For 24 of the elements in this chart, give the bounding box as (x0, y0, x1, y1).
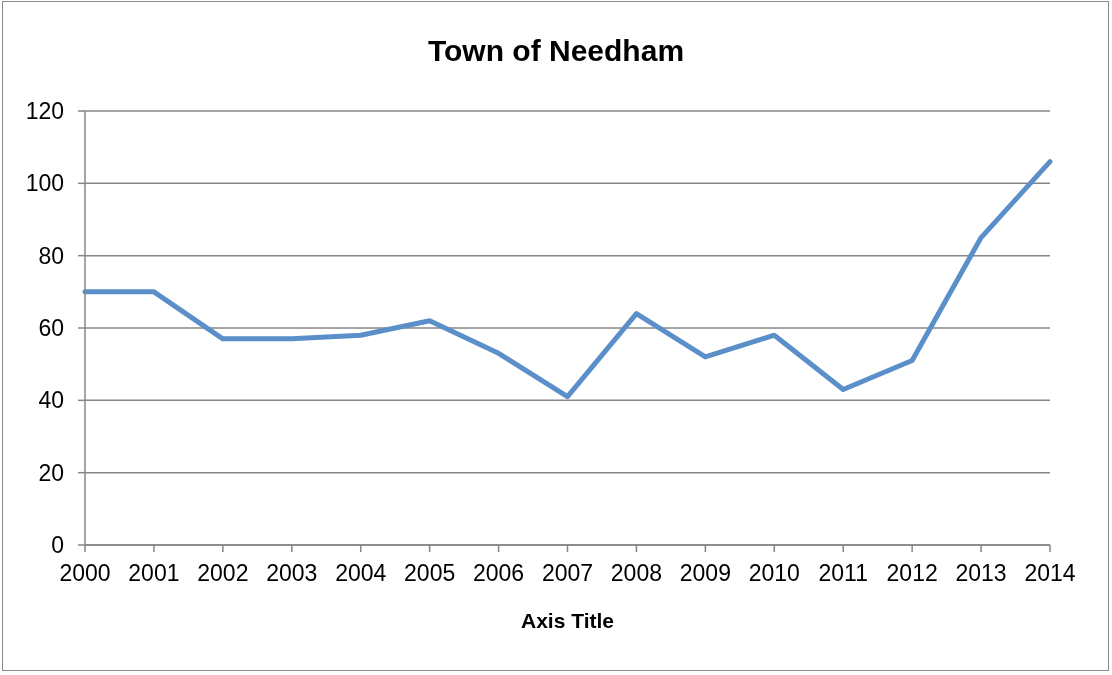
y-tick-label: 0 (51, 532, 64, 559)
x-tick-label: 2002 (197, 560, 249, 587)
y-tick-label: 20 (38, 459, 64, 486)
y-tick-label: 120 (25, 98, 64, 125)
x-tick-label: 2003 (266, 560, 318, 587)
x-tick-label: 2006 (472, 560, 525, 587)
x-tick-label: 2008 (610, 560, 663, 587)
x-tick-label: 2010 (748, 560, 800, 587)
x-tick-label: 2009 (679, 560, 731, 587)
y-tick-label: 60 (38, 315, 64, 342)
x-tick-label: 2001 (128, 560, 180, 587)
x-tick-label: 2005 (404, 560, 456, 587)
x-axis-title: Axis Title (521, 609, 614, 632)
y-tick-label: 100 (25, 170, 64, 197)
x-tick-label: 2014 (1024, 560, 1076, 587)
y-tick-label: 80 (38, 242, 64, 269)
chart-title: Town of Needham (427, 34, 685, 67)
x-tick-label: 2012 (886, 560, 938, 587)
x-tick-label: 2011 (818, 560, 868, 587)
x-tick-label: 2000 (59, 560, 111, 587)
x-tick-label: 2004 (335, 560, 387, 587)
x-tick-label: 2007 (541, 560, 594, 587)
x-tick-label: 2013 (955, 560, 1007, 587)
y-tick-label: 40 (38, 387, 64, 414)
